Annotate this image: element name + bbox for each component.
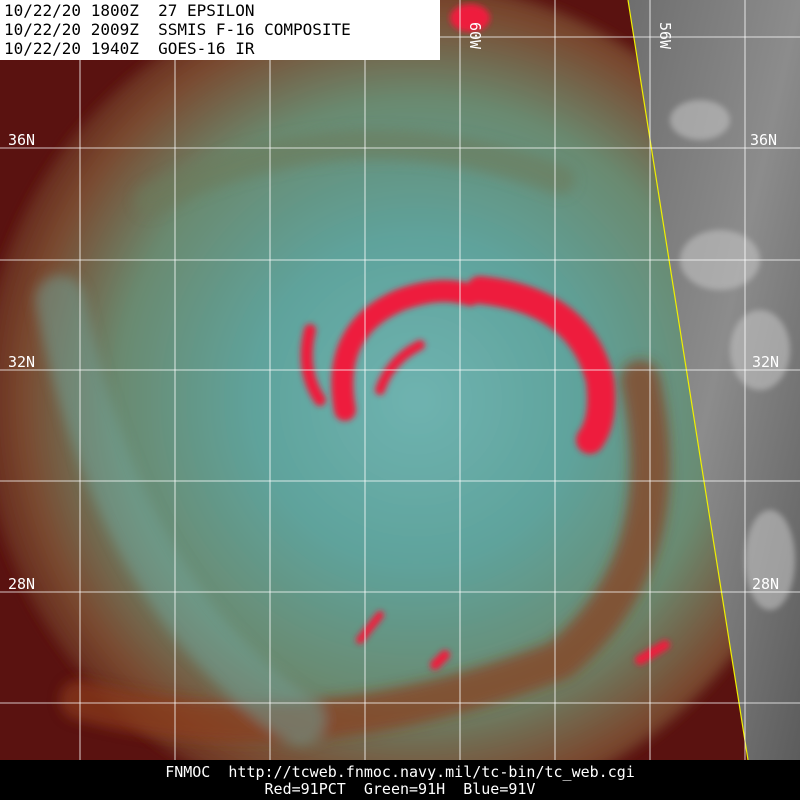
header-line: 10/22/20 1800Z 27 EPSILON [4, 1, 254, 20]
lat-label: 32N [752, 353, 779, 371]
swath-edge [627, 0, 749, 760]
lat-label: 36N [750, 131, 777, 149]
footer-channels: Red=91PCT Green=91H Blue=91V [265, 780, 536, 798]
header-line: 10/22/20 2009Z SSMIS F-16 COMPOSITE [4, 20, 351, 39]
footer-source: FNMOC http://tcweb.fnmoc.navy.mil/tc-bin… [165, 763, 635, 781]
lat-label: 36N [8, 131, 35, 149]
lat-label: 28N [752, 575, 779, 593]
lon-label: 56W [656, 22, 674, 50]
lat-lon-grid [0, 0, 800, 760]
lon-label: 60W [466, 22, 484, 50]
header-box [0, 0, 440, 60]
header-line: 10/22/20 1940Z GOES-16 IR [4, 39, 255, 58]
lat-label: 28N [8, 575, 35, 593]
lat-label: 32N [8, 353, 35, 371]
